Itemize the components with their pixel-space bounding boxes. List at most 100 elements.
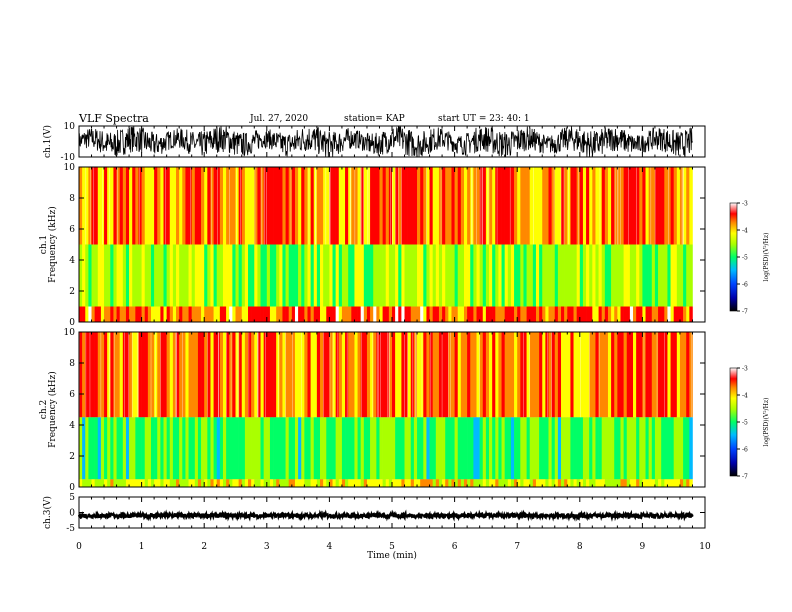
spectrogram-cell xyxy=(229,479,233,488)
spectrogram-cell xyxy=(269,306,274,322)
spectrogram-cell xyxy=(557,244,562,307)
spectrogram-cell xyxy=(607,417,612,480)
spectrogram-cell xyxy=(210,417,214,480)
spectrogram-cell xyxy=(304,417,308,480)
spectrogram-cell xyxy=(467,244,471,307)
spectrogram-cell xyxy=(154,332,158,418)
spectrogram-cell xyxy=(235,167,239,245)
spectrogram-cell xyxy=(623,417,628,480)
spectrogram-cell xyxy=(94,306,99,322)
spectrogram-cell xyxy=(623,332,628,418)
spectrogram-cell xyxy=(172,244,177,307)
spectrogram-cell xyxy=(451,479,455,488)
y-tick-label: 8 xyxy=(69,194,75,204)
spectrogram-cell xyxy=(348,332,352,418)
spectrogram-cell xyxy=(429,244,433,307)
spectrogram-cell xyxy=(266,479,271,488)
spectrogram-cell xyxy=(379,306,383,322)
spectrogram-cell xyxy=(116,479,120,488)
spectrogram-cell xyxy=(492,244,496,307)
spectrogram-cell xyxy=(507,332,512,418)
spectrogram-cell xyxy=(401,479,405,488)
spectrogram-cell xyxy=(589,244,593,307)
spectrogram-cell xyxy=(226,306,230,322)
spectrogram-cell xyxy=(379,167,383,245)
spectrogram-cell xyxy=(548,244,552,307)
spectrogram-cell xyxy=(201,167,205,245)
spectrogram-cell xyxy=(285,417,290,480)
spectrogram-cell xyxy=(129,167,133,245)
spectrogram-cell xyxy=(479,479,484,488)
spectrogram-cell xyxy=(373,306,377,322)
spectrogram-cell xyxy=(210,479,214,488)
spectrogram-cell xyxy=(679,306,684,322)
spectrogram-cell xyxy=(266,306,271,322)
spectrogram-cell xyxy=(222,306,227,322)
spectrogram-cell xyxy=(176,167,180,245)
spectrogram-cell xyxy=(88,479,92,488)
spectrogram-cell xyxy=(592,244,596,307)
spectrogram-cell xyxy=(417,306,421,322)
spectrogram-cell xyxy=(654,306,659,322)
spectrogram-cell xyxy=(614,167,618,245)
spectrogram-cell xyxy=(363,479,368,488)
spectrogram-cell xyxy=(595,244,599,307)
spectrogram-cell xyxy=(582,306,587,322)
spectrogram-cell xyxy=(323,306,327,322)
spectrogram-cell xyxy=(144,479,149,488)
spectrogram-cell xyxy=(423,332,427,418)
spectrogram-cell xyxy=(107,244,111,307)
spectrogram-cell xyxy=(345,167,349,245)
spectrogram-cell xyxy=(91,479,95,488)
x-tick-label: 5 xyxy=(389,542,395,552)
spectrogram-cell xyxy=(282,167,286,245)
spectrogram-cell xyxy=(235,417,239,480)
spectrogram-cell xyxy=(154,244,158,307)
spectrogram-cell xyxy=(520,479,524,488)
spectrogram-cell xyxy=(551,332,556,418)
spectrogram-cell xyxy=(601,479,606,488)
spectrogram-cell xyxy=(169,332,174,418)
y-axis-label: ch.2 xyxy=(39,400,49,419)
spectrogram-cell xyxy=(463,479,468,488)
spectrogram-cell xyxy=(442,417,446,480)
spectrogram-cell xyxy=(426,167,430,245)
spectrogram-cell xyxy=(423,417,427,480)
spectrogram-cell xyxy=(629,417,634,480)
spectrogram-cell xyxy=(360,244,365,307)
spectrogram-cell xyxy=(457,332,462,418)
spectrogram-cell xyxy=(573,417,577,480)
spectrogram-cell xyxy=(122,417,127,480)
spectrogram-cell xyxy=(316,417,321,480)
spectrogram-cell xyxy=(366,332,371,418)
spectrogram-cell xyxy=(654,417,659,480)
spectrogram-cell xyxy=(257,306,261,322)
spectrogram-cell xyxy=(216,244,221,307)
spectrogram-cell xyxy=(341,332,346,418)
spectrogram-cell xyxy=(598,417,603,480)
spectrogram-cell xyxy=(201,244,205,307)
spectrogram-cell xyxy=(426,417,430,480)
spectrogram-cell xyxy=(498,306,502,322)
y-axis-label: ch.1(V) xyxy=(42,125,53,158)
spectrogram-cell xyxy=(144,417,149,480)
spectrogram-cell xyxy=(664,306,668,322)
spectrogram-cell xyxy=(291,244,296,307)
spectrogram-cell xyxy=(442,306,446,322)
spectrogram-cell xyxy=(667,167,671,245)
spectrogram-cell xyxy=(639,417,643,480)
spectrogram-cell xyxy=(582,167,587,245)
spectrogram-cell xyxy=(157,167,161,245)
spectrogram-cell xyxy=(94,244,99,307)
spectrogram-cell xyxy=(79,167,83,245)
spectrogram-cell xyxy=(379,244,383,307)
spectrogram-cell xyxy=(598,306,603,322)
spectrogram-cell xyxy=(611,332,615,418)
spectrogram-cell xyxy=(194,306,199,322)
spectrogram-cell xyxy=(79,244,83,307)
spectrogram-cell xyxy=(504,479,509,488)
spectrogram-cell xyxy=(507,479,512,488)
spectrogram-cell xyxy=(310,244,315,307)
spectrogram-cell xyxy=(326,479,330,488)
spectrogram-cell xyxy=(298,479,302,488)
